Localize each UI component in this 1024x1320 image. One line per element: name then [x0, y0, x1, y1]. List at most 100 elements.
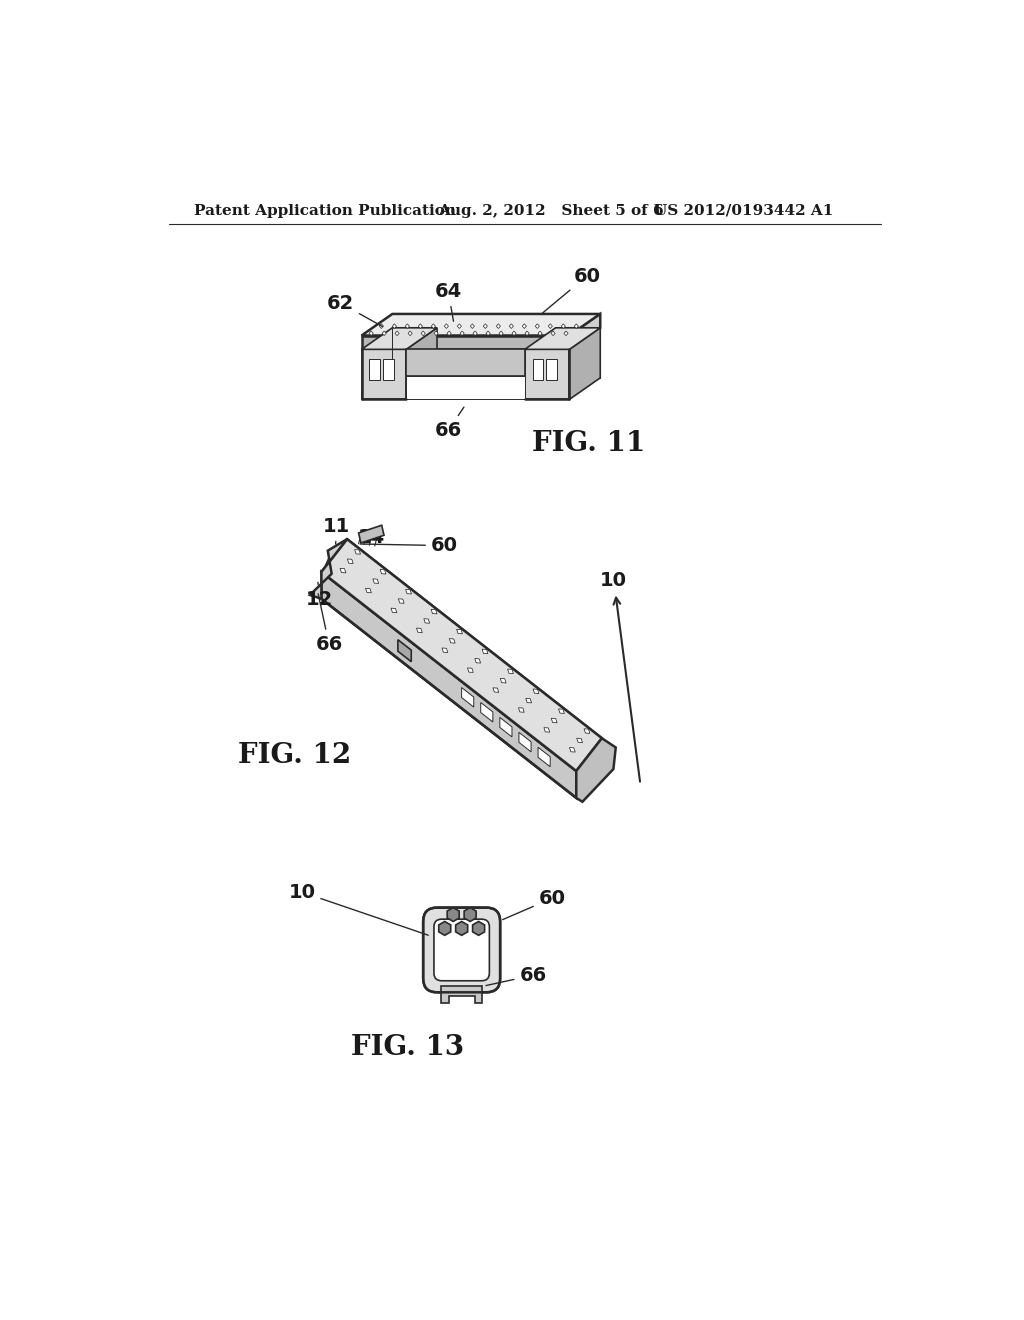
Polygon shape	[499, 331, 503, 335]
Polygon shape	[569, 314, 600, 350]
Polygon shape	[361, 350, 407, 400]
Text: 60: 60	[503, 888, 565, 920]
Polygon shape	[424, 619, 430, 623]
Polygon shape	[577, 738, 583, 743]
Polygon shape	[544, 727, 550, 733]
Polygon shape	[456, 921, 468, 936]
Polygon shape	[347, 558, 353, 564]
Polygon shape	[369, 331, 373, 335]
Text: 64: 64	[435, 282, 462, 321]
Polygon shape	[525, 698, 531, 702]
Polygon shape	[524, 327, 600, 350]
Polygon shape	[361, 314, 600, 335]
Polygon shape	[518, 708, 524, 713]
Polygon shape	[457, 630, 463, 634]
Polygon shape	[407, 327, 437, 400]
Polygon shape	[538, 747, 550, 767]
Polygon shape	[536, 323, 540, 329]
Polygon shape	[421, 331, 425, 335]
Polygon shape	[406, 590, 412, 594]
Text: 10: 10	[600, 570, 640, 781]
Text: 14: 14	[357, 528, 385, 548]
Polygon shape	[483, 323, 487, 329]
Polygon shape	[519, 733, 531, 752]
Polygon shape	[577, 738, 615, 801]
Polygon shape	[500, 717, 512, 737]
Polygon shape	[460, 331, 464, 335]
Polygon shape	[373, 579, 379, 583]
Polygon shape	[497, 323, 501, 329]
Polygon shape	[447, 331, 452, 335]
Polygon shape	[383, 359, 394, 380]
Polygon shape	[470, 323, 474, 329]
Polygon shape	[419, 323, 423, 329]
Polygon shape	[524, 350, 569, 400]
Polygon shape	[431, 610, 437, 614]
Polygon shape	[354, 549, 360, 554]
Text: 12: 12	[306, 582, 334, 609]
Polygon shape	[548, 323, 552, 329]
Polygon shape	[512, 331, 516, 335]
Polygon shape	[379, 323, 383, 329]
Polygon shape	[398, 599, 404, 603]
Polygon shape	[442, 648, 447, 652]
Polygon shape	[340, 569, 346, 573]
Polygon shape	[468, 668, 473, 672]
Polygon shape	[358, 525, 384, 543]
Text: 66: 66	[315, 594, 343, 653]
Polygon shape	[434, 331, 438, 335]
Polygon shape	[508, 669, 513, 673]
Polygon shape	[486, 331, 490, 335]
Polygon shape	[408, 331, 413, 335]
Polygon shape	[464, 908, 476, 921]
Polygon shape	[361, 327, 437, 350]
Polygon shape	[547, 359, 557, 380]
Polygon shape	[392, 323, 396, 329]
Polygon shape	[475, 659, 480, 663]
Polygon shape	[366, 589, 372, 593]
Polygon shape	[564, 331, 568, 335]
Polygon shape	[551, 331, 555, 335]
Polygon shape	[444, 323, 449, 329]
Polygon shape	[473, 331, 477, 335]
Polygon shape	[391, 609, 397, 612]
Polygon shape	[417, 628, 422, 632]
Text: 66: 66	[435, 407, 464, 440]
Text: 11: 11	[323, 517, 350, 544]
Polygon shape	[398, 640, 412, 661]
Polygon shape	[447, 908, 459, 921]
Polygon shape	[473, 921, 484, 936]
Polygon shape	[407, 376, 524, 400]
FancyBboxPatch shape	[423, 908, 500, 993]
Polygon shape	[462, 688, 474, 708]
Text: 62: 62	[327, 293, 382, 326]
Polygon shape	[431, 323, 435, 329]
Polygon shape	[558, 709, 564, 713]
Polygon shape	[438, 921, 451, 936]
FancyBboxPatch shape	[434, 919, 489, 981]
Polygon shape	[551, 718, 557, 723]
Text: 60: 60	[541, 267, 600, 314]
Text: 10: 10	[289, 883, 428, 935]
Text: US 2012/0193442 A1: US 2012/0193442 A1	[654, 203, 834, 218]
Polygon shape	[509, 323, 513, 329]
Text: Aug. 2, 2012   Sheet 5 of 6: Aug. 2, 2012 Sheet 5 of 6	[438, 203, 665, 218]
Polygon shape	[522, 323, 526, 329]
Polygon shape	[380, 569, 386, 574]
Polygon shape	[361, 335, 569, 350]
Polygon shape	[532, 359, 544, 380]
Polygon shape	[382, 331, 386, 335]
Polygon shape	[407, 350, 524, 376]
Text: 60: 60	[360, 536, 458, 556]
Polygon shape	[561, 323, 565, 329]
Polygon shape	[569, 327, 600, 400]
Polygon shape	[480, 702, 493, 722]
Polygon shape	[395, 331, 399, 335]
Polygon shape	[406, 323, 410, 329]
Polygon shape	[450, 639, 455, 643]
Polygon shape	[538, 331, 542, 335]
Text: FIG. 12: FIG. 12	[238, 742, 351, 768]
Text: Patent Application Publication: Patent Application Publication	[194, 203, 456, 218]
Polygon shape	[525, 331, 529, 335]
Polygon shape	[310, 539, 347, 599]
